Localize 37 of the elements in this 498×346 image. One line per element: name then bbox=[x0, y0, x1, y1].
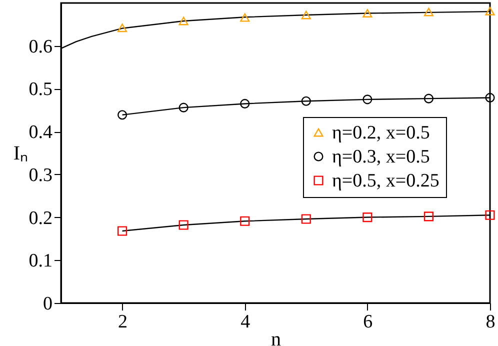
y-tick-label: 0.4 bbox=[28, 122, 53, 144]
point bbox=[178, 220, 188, 230]
point bbox=[240, 216, 250, 226]
y-tick-label: 0.5 bbox=[28, 79, 52, 100]
point bbox=[424, 212, 434, 222]
x-axis-title: n bbox=[271, 328, 281, 346]
y-tick-label: 0 bbox=[43, 294, 52, 314]
point bbox=[301, 10, 311, 20]
y-tick-label: 0.6 bbox=[28, 36, 52, 58]
point bbox=[301, 214, 311, 224]
x-tick-label: 8 bbox=[486, 312, 496, 332]
point bbox=[118, 226, 128, 236]
y-tick-label: 0.1 bbox=[28, 250, 52, 272]
point bbox=[240, 98, 250, 108]
point bbox=[118, 24, 128, 32]
y-tick-label: 0.2 bbox=[28, 208, 52, 229]
point bbox=[485, 210, 495, 220]
point bbox=[362, 212, 372, 222]
point bbox=[240, 13, 250, 22]
point bbox=[485, 92, 495, 102]
point bbox=[178, 16, 188, 26]
x-tick-label: 6 bbox=[363, 312, 373, 332]
point bbox=[301, 96, 311, 106]
point bbox=[362, 9, 372, 18]
point bbox=[424, 94, 434, 104]
point bbox=[362, 94, 372, 104]
point bbox=[424, 8, 434, 16]
point bbox=[485, 6, 495, 16]
legend-label: η=0.2, x=0.5 bbox=[332, 122, 430, 144]
point bbox=[118, 110, 128, 120]
legend-label: η=0.5, x=0.25 bbox=[332, 170, 440, 192]
legend-label: η=0.3, x=0.5 bbox=[332, 146, 430, 168]
point bbox=[178, 102, 188, 112]
x-tick-label: 4 bbox=[240, 312, 251, 332]
x-tick-label: 2 bbox=[118, 312, 128, 332]
y-axis-title: Iₙ bbox=[13, 142, 28, 164]
y-tick-label: 0.3 bbox=[28, 164, 52, 186]
